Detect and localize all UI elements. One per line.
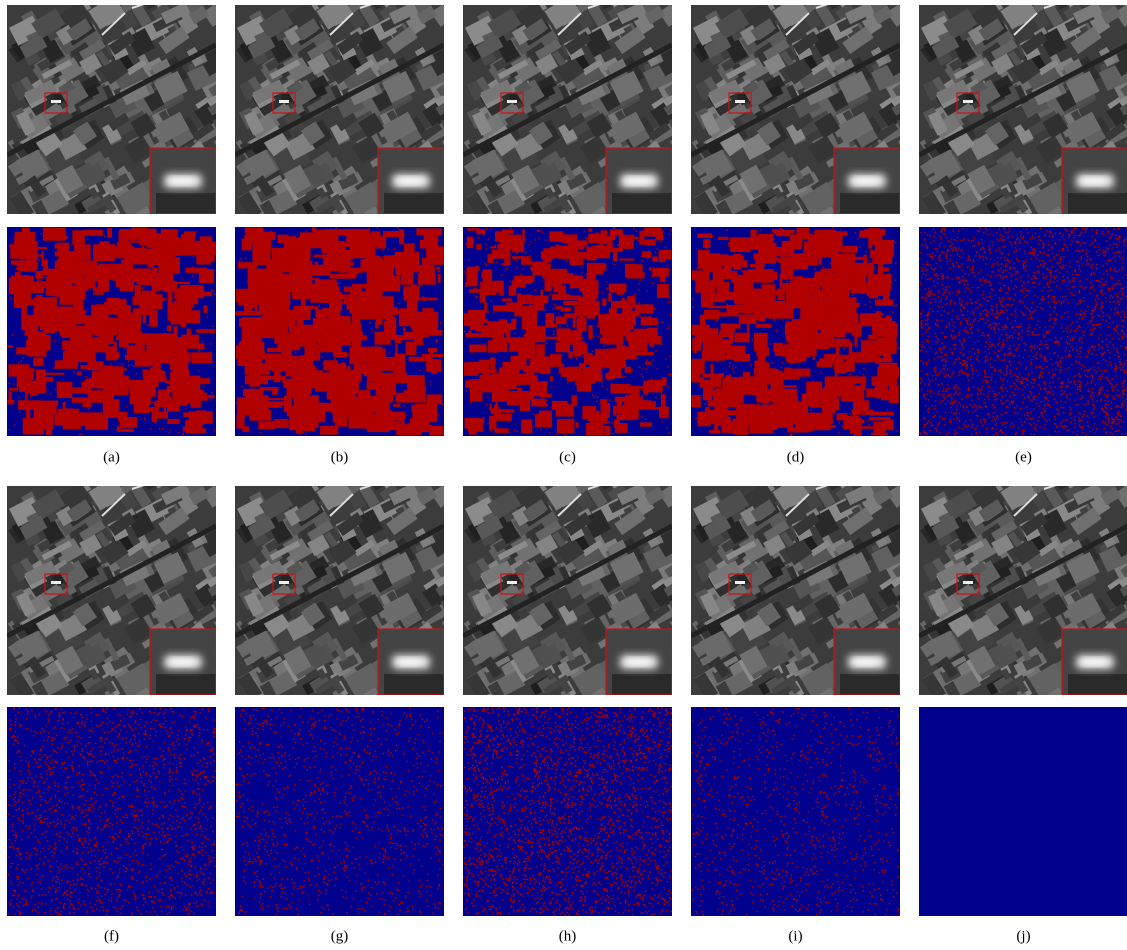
building xyxy=(670,89,692,114)
inset-dark xyxy=(156,193,216,214)
inset-blob-core xyxy=(398,659,422,665)
panel-label: (j) xyxy=(1016,928,1030,944)
inset-dark xyxy=(384,674,444,695)
panel-label: (f) xyxy=(104,928,119,944)
panel: (g) xyxy=(235,470,481,945)
highlight xyxy=(279,581,289,584)
gray-image xyxy=(691,470,937,711)
panel: (f) xyxy=(7,470,253,945)
building xyxy=(216,115,237,133)
building xyxy=(900,115,921,133)
inset-blob-core xyxy=(1082,659,1106,665)
gray-image xyxy=(235,0,481,230)
gray-image xyxy=(7,0,253,230)
figure: (a) (b) (c) (d) (e) (f) (g) (h) (i) (j) xyxy=(0,0,1127,950)
building xyxy=(216,596,237,614)
inset-dark xyxy=(612,193,672,214)
inset-dark xyxy=(384,193,444,214)
highlight xyxy=(735,581,745,584)
gray-image xyxy=(235,470,481,711)
inset-blob-core xyxy=(170,178,194,184)
panel-label: (b) xyxy=(331,449,349,465)
panel: (a) xyxy=(7,0,253,465)
inset-dark xyxy=(1068,674,1127,695)
error-background xyxy=(919,227,1127,436)
building xyxy=(672,596,693,614)
building xyxy=(898,570,920,595)
highlight xyxy=(507,100,517,103)
inset-blob-core xyxy=(1082,178,1106,184)
building xyxy=(442,570,464,595)
error-background xyxy=(919,707,1127,916)
building xyxy=(672,115,693,133)
inset-blob-core xyxy=(626,178,650,184)
inset-dark xyxy=(156,674,216,695)
inset-blob-core xyxy=(626,659,650,665)
building xyxy=(444,596,465,614)
highlight xyxy=(963,581,973,584)
building xyxy=(214,570,236,595)
panel: (c) xyxy=(463,0,709,465)
highlight xyxy=(735,100,745,103)
building xyxy=(900,596,921,614)
gray-image xyxy=(7,470,253,711)
inset-dark xyxy=(840,193,900,214)
inset-blob-core xyxy=(854,178,878,184)
gray-image xyxy=(919,0,1127,230)
highlight xyxy=(51,581,61,584)
building xyxy=(442,89,464,114)
building xyxy=(898,89,920,114)
highlight xyxy=(51,100,61,103)
highlight xyxy=(279,100,289,103)
inset-blob-core xyxy=(170,659,194,665)
building xyxy=(444,115,465,133)
highlight xyxy=(963,100,973,103)
gray-image xyxy=(463,0,709,230)
building xyxy=(670,570,692,595)
panel: (j) xyxy=(919,470,1127,945)
panel: (h) xyxy=(463,470,709,945)
inset-dark xyxy=(840,674,900,695)
gray-image xyxy=(463,470,709,711)
gray-image xyxy=(691,0,937,230)
inset-dark xyxy=(1068,193,1127,214)
panel: (e) xyxy=(919,0,1127,465)
inset-dark xyxy=(612,674,672,695)
panel-label: (i) xyxy=(788,928,802,944)
inset-blob-core xyxy=(398,178,422,184)
building xyxy=(214,89,236,114)
highlight xyxy=(507,581,517,584)
panel-label: (a) xyxy=(103,449,120,465)
panel-label: (c) xyxy=(559,449,576,465)
panel: (i) xyxy=(691,470,937,945)
panel-label: (h) xyxy=(559,928,577,944)
panel-label: (d) xyxy=(787,449,805,465)
panel: (b) xyxy=(235,0,481,465)
panel-label: (e) xyxy=(1015,449,1032,465)
inset-blob-core xyxy=(854,659,878,665)
panel-label: (g) xyxy=(331,928,349,944)
gray-image xyxy=(919,470,1127,711)
panel: (d) xyxy=(691,0,937,465)
